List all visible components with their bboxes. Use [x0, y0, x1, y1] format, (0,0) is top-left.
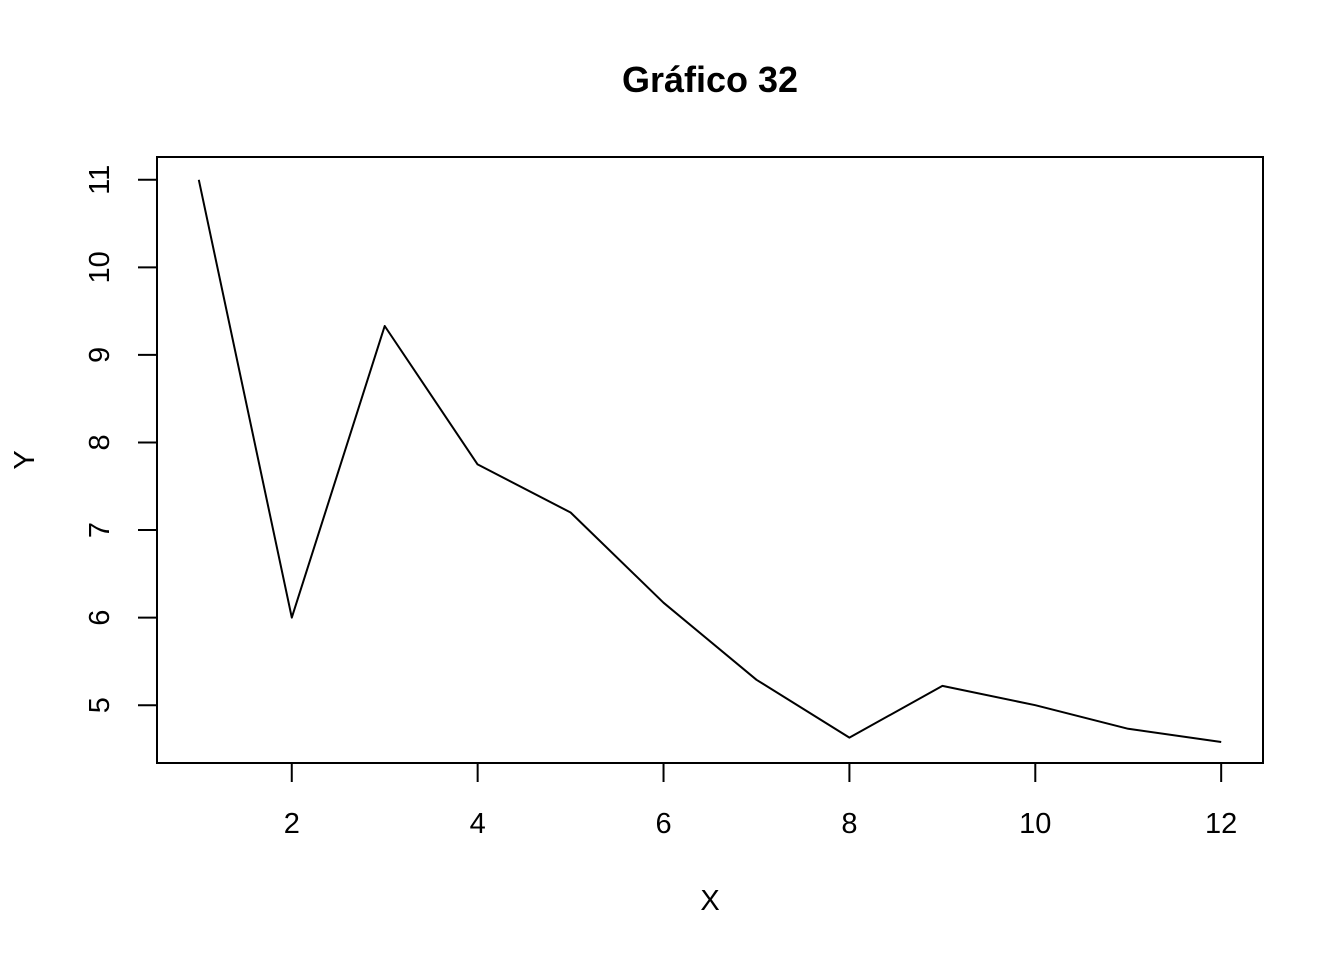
x-tick-label: 6 — [655, 808, 671, 840]
x-tick-label: 8 — [841, 808, 857, 840]
y-tick-label: 6 — [84, 610, 116, 626]
y-tick-label: 10 — [84, 251, 116, 283]
series-line — [197, 179, 1222, 743]
x-tick-label: 12 — [1205, 808, 1237, 840]
chart-title: Gráfico 32 — [622, 59, 798, 100]
x-tick-label: 2 — [284, 808, 300, 840]
y-axis: 5 6 7 8 9 10 11 — [84, 165, 158, 713]
x-tick-label: 4 — [470, 808, 486, 840]
x-axis-label: X — [700, 885, 719, 917]
x-axis: 2 4 6 8 10 12 — [284, 762, 1237, 840]
y-tick-label: 8 — [84, 434, 116, 450]
x-tick-label: 10 — [1019, 808, 1051, 840]
y-tick-label: 5 — [84, 697, 116, 713]
y-tick-label: 9 — [84, 347, 116, 363]
y-tick-label: 11 — [84, 165, 116, 195]
y-tick-label: 7 — [84, 522, 116, 538]
y-axis-label: Y — [9, 450, 41, 469]
